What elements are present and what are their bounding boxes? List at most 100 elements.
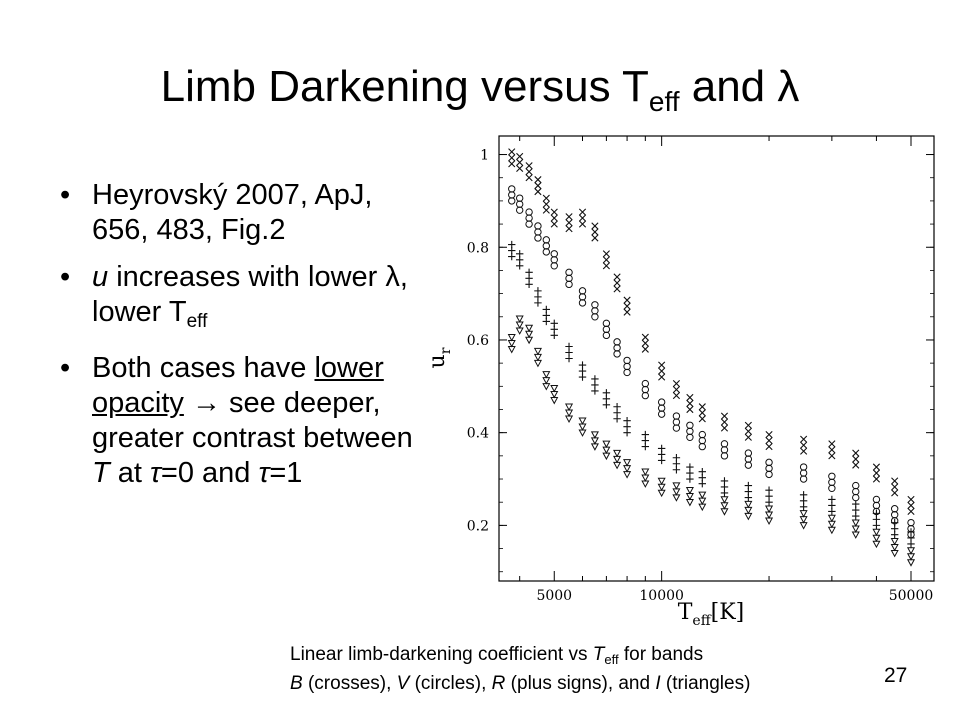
caption-band-V-desc: (circles), — [409, 673, 492, 694]
marker-circle-V — [799, 469, 808, 477]
marker-cross-B — [565, 213, 573, 221]
caption-text-a: Linear limb-darkening coefficient vs — [290, 644, 593, 665]
marker-circle-V — [534, 228, 542, 236]
y-axis-label: ur — [425, 347, 454, 368]
marker-plus-R — [852, 500, 860, 508]
marker-cross-B — [828, 440, 836, 448]
marker-cross-B — [534, 188, 542, 196]
x-axis-label: Teff[K] — [678, 600, 745, 628]
marker-circle-V — [852, 487, 860, 496]
marker-cross-B — [623, 296, 631, 304]
marker-triangle-I — [827, 514, 836, 523]
page-number: 27 — [884, 664, 908, 687]
bullet-opacity-d: =0 and — [160, 457, 259, 489]
marker-triangle-I — [672, 482, 681, 490]
marker-circle-V — [852, 481, 860, 490]
marker-triangle-I — [641, 468, 650, 476]
marker-cross-B — [765, 430, 773, 439]
marker-circle-V — [613, 338, 621, 346]
marker-cross-B — [800, 447, 808, 455]
marker-plus-R — [534, 287, 542, 295]
marker-circle-V — [720, 440, 729, 448]
marker-cross-B — [907, 507, 915, 516]
marker-triangle-I — [906, 547, 916, 555]
marker-plus-R — [657, 444, 666, 453]
marker-cross-B — [542, 194, 550, 202]
marker-cross-B — [565, 219, 573, 227]
marker-cross-B — [591, 234, 599, 242]
y-tick-label: 1 — [480, 148, 489, 164]
marker-triangle-I — [799, 510, 808, 518]
marker-cross-B — [686, 399, 694, 408]
marker-triangle-I — [515, 315, 524, 323]
marker-circle-V — [550, 256, 558, 264]
marker-circle-V — [591, 313, 599, 321]
bullet-opacity-T: T — [92, 457, 110, 489]
marker-plus-R — [672, 454, 681, 462]
marker-circle-V — [744, 461, 753, 469]
marker-cross-B — [800, 441, 808, 449]
marker-plus-R — [591, 375, 599, 383]
slide-title-main: Limb Darkening versus T — [160, 62, 649, 111]
marker-cross-B — [542, 200, 550, 208]
marker-cross-B — [516, 158, 524, 167]
marker-cross-B — [550, 208, 558, 216]
marker-circle-V — [578, 293, 587, 301]
chart-axes: 0.2 0.4 0.6 0.8 1 5000 10000 50000 — [467, 136, 934, 604]
marker-circle-V — [720, 446, 729, 454]
marker-plus-R — [698, 467, 706, 476]
marker-plus-R — [623, 416, 631, 425]
caption-band-B-desc: (crosses), — [302, 673, 397, 694]
marker-cross-B — [828, 446, 836, 454]
x-tick-label: 10000 — [639, 588, 684, 604]
marker-triangle-I — [602, 440, 611, 449]
marker-cross-B — [613, 273, 621, 281]
marker-cross-B — [672, 385, 681, 394]
marker-circle-V — [591, 307, 599, 315]
marker-circle-V — [565, 268, 573, 277]
marker-cross-B — [525, 168, 533, 176]
marker-cross-B — [602, 256, 610, 264]
marker-cross-B — [686, 405, 694, 414]
marker-cross-B — [542, 206, 550, 214]
marker-triangle-I — [657, 477, 666, 486]
limb-darkening-scatter-chart: 0.2 0.4 0.6 0.8 1 5000 10000 50000 ur Teff[K] — [425, 135, 935, 628]
marker-circle-V — [828, 472, 836, 480]
marker-triangle-I — [872, 528, 881, 537]
marker-circle-V — [542, 248, 551, 256]
marker-circle-V — [525, 208, 533, 216]
marker-circle-V — [765, 470, 773, 479]
marker-cross-B — [578, 220, 587, 228]
marker-plus-R — [508, 240, 516, 249]
bullet-citation: Heyrovský 2007, ApJ, 656, 483, Fig.2 — [60, 178, 430, 248]
marker-plus-R — [613, 403, 621, 411]
marker-circle-V — [525, 214, 533, 222]
marker-triangle-I — [613, 449, 622, 458]
marker-circle-V — [765, 464, 773, 473]
marker-circle-V — [515, 206, 524, 214]
marker-plus-R — [641, 430, 650, 439]
marker-circle-V — [602, 325, 611, 334]
marker-cross-B — [641, 345, 649, 353]
marker-circle-V — [641, 379, 650, 388]
marker-cross-B — [658, 373, 666, 381]
marker-cross-B — [698, 415, 706, 423]
marker-cross-B — [828, 452, 836, 460]
marker-triangle-I — [623, 459, 632, 467]
marker-cross-B — [744, 427, 752, 435]
marker-cross-B — [672, 391, 681, 400]
marker-plus-R — [799, 491, 808, 499]
marker-cross-B — [658, 361, 666, 369]
bullet-citation-text: Heyrovský 2007, ApJ, 656, 483, Fig.2 — [92, 179, 373, 246]
caption-text-b: for bands — [618, 644, 704, 665]
bullet-list: Heyrovský 2007, ApJ, 656, 483, Fig.2 u i… — [60, 178, 430, 503]
marker-circle-V — [698, 442, 706, 451]
marker-triangle-I — [542, 371, 551, 379]
marker-circle-V — [744, 455, 753, 463]
marker-circle-V — [872, 501, 881, 510]
bullet-u-increases: u increases with lower λ, lower Teff — [60, 260, 430, 339]
marker-circle-V — [542, 236, 551, 244]
marker-cross-B — [907, 495, 915, 504]
marker-cross-B — [720, 412, 729, 420]
marker-triangle-I — [720, 496, 729, 504]
